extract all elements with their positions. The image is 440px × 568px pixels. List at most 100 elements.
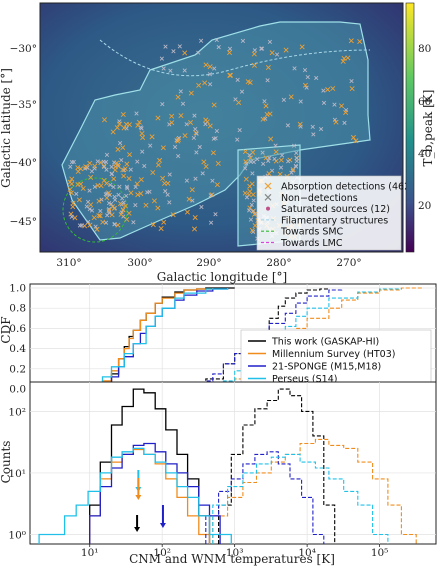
map-legend-label: Saturated sources (12) [281,204,390,215]
non-detection-marker [194,131,199,136]
absorption-detection-marker [226,50,233,56]
cdf-legend-label: This work (GASKAP-HI) [271,337,379,348]
absorption-detection-marker [96,198,102,204]
non-detection-marker [260,150,265,155]
histogram-x-tick: 10³ [226,547,244,559]
map-x-tick: 270° [336,257,361,269]
histogram-wnm-line [212,438,417,544]
non-detection-marker [342,120,347,126]
absorption-detection-marker [203,117,209,123]
non-detection-marker [207,72,213,77]
map-x-ticks: 310° 300° 290° 280° 270° [56,257,361,269]
non-detection-marker [168,68,173,73]
cdf-y-tick: 0.0 [9,384,26,396]
non-detection-marker [216,44,221,50]
non-detection-marker [237,128,242,133]
non-detection-marker [200,171,205,176]
non-detection-marker [247,208,252,213]
map-x-tick: 280° [266,257,291,269]
non-detection-marker [292,66,297,71]
non-detection-marker [139,126,144,131]
non-detection-marker [87,188,92,193]
non-detection-marker [251,198,256,203]
non-detection-marker [210,178,215,183]
non-detection-marker [279,153,285,158]
non-detection-marker [262,99,267,104]
absorption-detection-marker [122,203,128,209]
absorption-detection-marker [109,212,115,218]
absorption-detection-marker [158,226,164,232]
histogram-x-tick: 10² [153,547,171,559]
absorption-detection-marker [247,79,253,86]
non-detection-marker [302,67,308,73]
non-detection-marker [212,66,217,71]
non-detection-marker [131,220,136,225]
non-detection-marker [117,184,122,189]
non-detection-marker [106,207,112,212]
non-detection-marker [165,192,170,197]
non-detection-marker [281,97,287,103]
map-x-axis-label: Galactic longitude [°] [157,270,287,284]
filamentary-structure [99,39,371,77]
non-detection-marker [124,193,129,198]
absorption-detection-marker [128,190,134,196]
absorption-detection-marker [299,44,305,50]
absorption-detection-marker [333,119,339,125]
absorption-detection-marker [70,200,76,206]
absorption-detection-marker [350,134,356,140]
non-detection-marker [176,153,181,159]
cdf-panel: 0.0 0.2 0.4 0.6 0.8 1.0 CDF This work (GASKAP… [0,283,437,396]
absorption-detection-marker [150,222,156,228]
histogram-x-tick: 10⁵ [371,547,389,559]
absorption-detection-marker [69,181,75,187]
absorption-detection-marker [87,222,93,228]
non-detection-marker [77,223,83,228]
non-detection-marker [101,164,107,170]
map-panel: 310° 300° 290° 280° 270° −30° −35° −40° … [0,2,435,284]
non-detection-marker [112,221,117,227]
absorption-detection-marker [252,223,258,229]
non-detection-marker [208,220,214,225]
cdf-wnm-line [184,288,330,390]
absorption-detection-marker [120,145,126,151]
map-y-tick: −35° [10,99,37,111]
absorption-detection-marker [110,204,116,210]
cdf-legend-box [240,329,432,389]
non-detection-marker [213,212,218,217]
absorption-detection-marker [249,181,255,187]
absorption-detection-marker [215,160,221,166]
non-detection-marker [116,192,121,197]
absorption-detection-marker [188,90,194,96]
map-legend-label: Filamentary structures [281,215,388,226]
absorption-detection-marker [209,192,215,198]
absorption-detection-marker [251,62,257,68]
non-detection-marker [142,163,147,169]
non-detection-marker [101,159,106,164]
non-detection-marker [68,164,73,169]
non-detection-marker [93,224,98,229]
non-detection-marker [140,149,145,154]
cdf-legend: This work (GASKAP-HI)Millennium Survey (… [240,329,432,389]
non-detection-marker [98,208,103,214]
colorbar-tick: 40 [418,148,431,160]
non-detection-marker [161,66,166,71]
absorption-detection-marker [263,103,269,109]
non-detection-marker [180,101,186,106]
non-detection-marker [332,102,337,107]
absorption-detection-marker [101,163,107,169]
absorption-detection-marker [135,122,141,128]
absorption-detection-marker [115,146,121,152]
absorption-detection-marker [100,219,106,225]
non-detection-marker [104,152,110,158]
non-detection-marker [272,156,277,162]
non-detection-marker [167,200,172,205]
absorption-detection-marker [138,191,144,197]
non-detection-marker [244,195,250,200]
non-detection-marker [184,122,189,127]
map-legend-label: Towards LMC [280,238,343,249]
absorption-detection-marker [121,125,127,131]
non-detection-marker [278,165,284,170]
absorption-detection-marker [114,125,120,131]
histogram-y-tick: 10⁰ [8,529,26,541]
non-detection-marker [193,176,198,181]
